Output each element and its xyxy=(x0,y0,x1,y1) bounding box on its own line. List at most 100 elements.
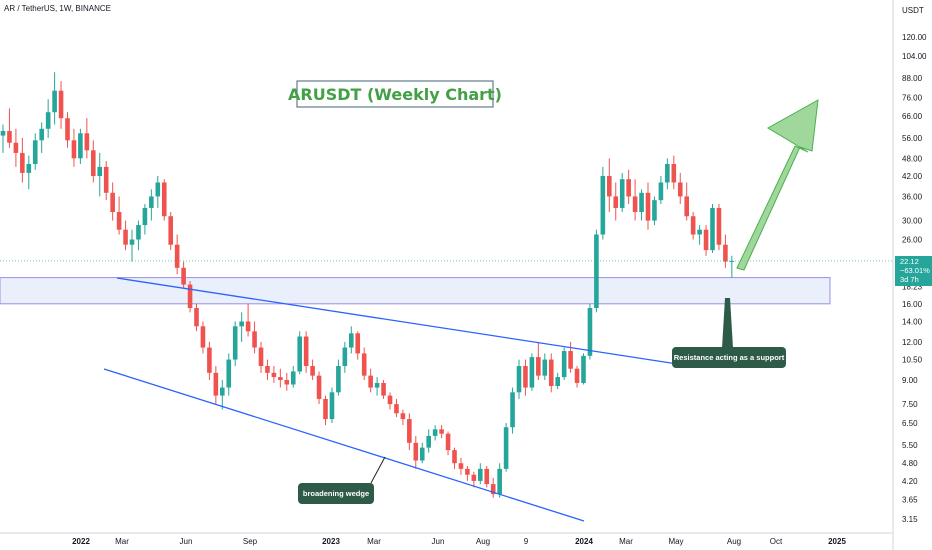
time-axis: 2022 Mar Jun Sep 2023 Mar Jun Aug 9 2024 Mar May Aug… xyxy=(72,537,846,546)
time-tick-label: Aug xyxy=(727,537,741,546)
price-tick-label: 30.00 xyxy=(902,217,923,226)
candle xyxy=(13,128,19,167)
candle xyxy=(387,392,393,410)
candle xyxy=(458,457,464,475)
candle xyxy=(671,155,677,190)
candle-body xyxy=(529,357,535,388)
time-tick-label: Oct xyxy=(770,537,783,546)
candle xyxy=(677,172,683,204)
candle-body xyxy=(516,366,522,393)
time-tick-label: Aug xyxy=(476,537,490,546)
candle xyxy=(478,463,483,485)
candle xyxy=(32,133,38,170)
candle xyxy=(265,359,270,380)
candle-body xyxy=(432,429,438,436)
candle-body xyxy=(245,321,251,332)
candle-body xyxy=(381,382,386,396)
candle xyxy=(110,182,115,221)
candle-body xyxy=(168,216,173,245)
candle-body xyxy=(97,166,103,177)
candle-body xyxy=(465,468,470,475)
candle xyxy=(200,321,206,354)
candle xyxy=(258,341,264,373)
candle xyxy=(181,261,186,289)
price-tick-label: 10.50 xyxy=(902,356,923,365)
candle-body xyxy=(65,118,70,141)
price-tick-label: 88.00 xyxy=(902,74,923,83)
candle-body xyxy=(484,468,490,485)
price-tick-label: 3.65 xyxy=(902,495,918,504)
candle xyxy=(581,353,586,385)
candle xyxy=(252,321,257,354)
candle-body xyxy=(13,142,19,153)
candle-body xyxy=(690,216,696,235)
candle xyxy=(413,435,419,469)
candle xyxy=(645,182,651,230)
candle xyxy=(697,225,702,245)
candle-body xyxy=(703,229,709,251)
candle xyxy=(632,179,638,221)
candle-body xyxy=(374,382,380,388)
time-tick-label: May xyxy=(668,537,683,546)
price-tick-label: 16.00 xyxy=(902,300,923,309)
candle-body xyxy=(129,239,135,245)
candle xyxy=(310,359,315,380)
time-tick-label: 9 xyxy=(524,537,529,546)
candle-body xyxy=(645,192,651,221)
candle-body xyxy=(32,140,38,164)
candle xyxy=(136,220,141,251)
last-price-value: 22.12 xyxy=(900,257,919,266)
candle xyxy=(355,331,361,360)
candle xyxy=(723,234,728,268)
price-tick-label: 56.00 xyxy=(902,134,923,143)
candle-body xyxy=(407,419,412,443)
candle-body xyxy=(149,196,154,208)
candle xyxy=(103,161,109,201)
candle-body xyxy=(39,128,44,141)
candle-body xyxy=(123,229,128,245)
candle xyxy=(400,409,406,426)
candle xyxy=(665,158,670,190)
price-tick-label: 18.23 xyxy=(902,283,923,292)
wedge-callout-pointer xyxy=(370,456,386,484)
price-tick-label: 26.00 xyxy=(902,236,923,245)
candle-body xyxy=(697,229,702,235)
candle-body xyxy=(278,377,283,380)
candle xyxy=(439,425,444,439)
candle xyxy=(426,429,431,453)
candle xyxy=(510,387,515,434)
candle xyxy=(245,303,251,337)
chart-title-box xyxy=(296,80,494,108)
time-tick-label: 2024 xyxy=(575,537,593,546)
candle-body xyxy=(665,163,670,183)
projection-arrow xyxy=(736,99,819,271)
price-tick-label: 6.50 xyxy=(902,419,918,428)
wedge-callout: broadening wedge xyxy=(298,456,386,504)
candle-body xyxy=(419,447,425,461)
candle xyxy=(174,234,180,275)
price-tick-label: 76.00 xyxy=(902,93,923,102)
candle xyxy=(155,176,161,208)
candle-body xyxy=(729,260,735,262)
time-tick-label: Jun xyxy=(432,537,445,546)
candle-body xyxy=(542,359,548,376)
candle xyxy=(600,166,606,240)
candle-body xyxy=(394,404,399,414)
candle xyxy=(374,377,380,396)
candle-body xyxy=(342,347,348,367)
candles xyxy=(0,72,735,498)
candle xyxy=(97,152,103,197)
candle xyxy=(381,379,386,399)
candle-body xyxy=(84,133,90,151)
candle-body xyxy=(116,212,122,230)
candle xyxy=(207,341,212,380)
candle xyxy=(555,372,560,390)
candle xyxy=(278,368,283,388)
candle xyxy=(729,255,735,278)
upper-trendline xyxy=(116,277,698,368)
candle xyxy=(497,463,502,498)
candle-body xyxy=(349,333,354,348)
candle xyxy=(297,331,302,375)
candle-body xyxy=(258,347,264,367)
